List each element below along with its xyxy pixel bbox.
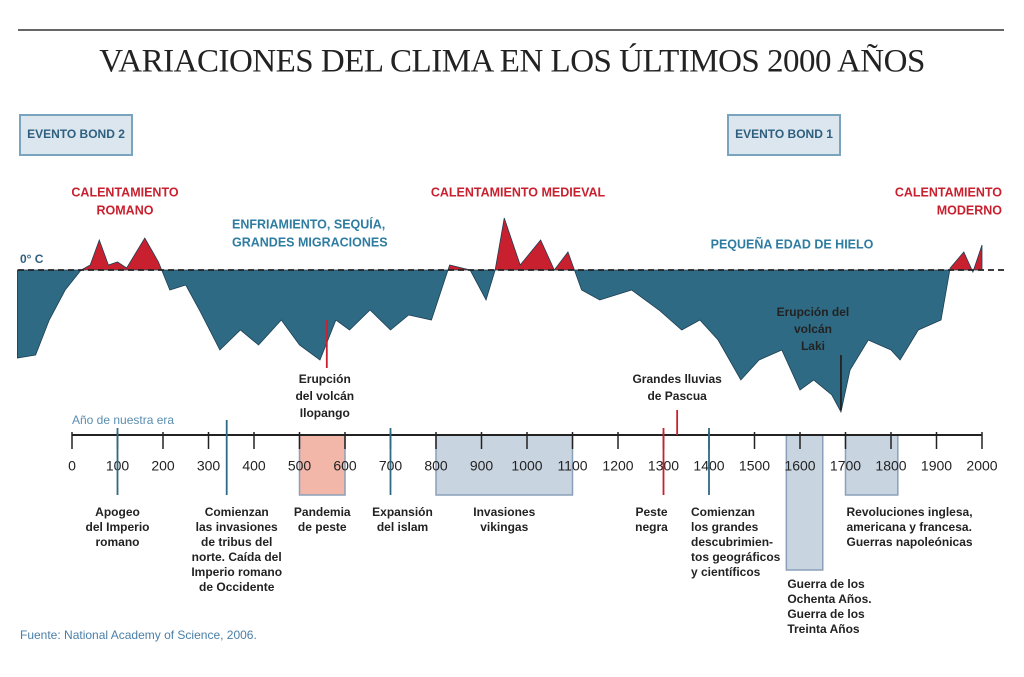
x-tick-label: 1200	[602, 458, 633, 474]
label-line: de peste	[298, 520, 347, 534]
label-line: PEQUEÑA EDAD DE HIELO	[711, 236, 874, 251]
x-tick-label: 1000	[511, 458, 542, 474]
x-tick-label: 1700	[830, 458, 861, 474]
x-tick-label: 400	[242, 458, 266, 474]
label-line: ENFRIAMIENTO, SEQUÍA,	[232, 216, 385, 231]
label-line: norte. Caída del	[192, 550, 282, 564]
period-box	[785, 434, 824, 571]
x-tick-label: 600	[333, 458, 357, 474]
label-line: vikingas	[480, 520, 528, 534]
zero-label: 0° C	[20, 252, 44, 266]
label-line: Peste	[635, 505, 667, 519]
x-tick-label: 300	[197, 458, 221, 474]
label-line: Pandemia	[294, 505, 351, 519]
x-tick-label: 1900	[921, 458, 952, 474]
label-line: CALENTAMIENTO	[71, 185, 178, 199]
label-line: volcán	[794, 322, 832, 336]
label-line: Grandes lluvias	[632, 372, 722, 386]
bond-label: EVENTO BOND 2	[27, 127, 125, 141]
label-line: y científicos	[691, 565, 761, 579]
label-line: Expansión	[372, 505, 433, 519]
label-line: Apogeo	[95, 505, 140, 519]
label-line: del Imperio	[85, 520, 149, 534]
x-tick-label: 500	[288, 458, 312, 474]
chart-title: VARIACIONES DEL CLIMA EN LOS ÚLTIMOS 200…	[99, 42, 925, 80]
label-line: descubrimien-	[691, 535, 773, 549]
label-line: Erupción	[299, 372, 351, 386]
label-line: Comienzan	[691, 505, 755, 519]
label-line: Guerra de los	[787, 607, 865, 621]
label-line: Treinta Años	[787, 622, 860, 636]
x-tick-label: 2000	[966, 458, 997, 474]
label-line: las invasiones	[196, 520, 278, 534]
x-tick-label: 0	[68, 458, 76, 474]
label-line: de Occidente	[199, 580, 275, 594]
x-tick-label: 800	[424, 458, 448, 474]
label-line: MODERNO	[937, 203, 1003, 217]
label-line: Erupción del	[777, 305, 850, 319]
label-line: Revoluciones inglesa,	[847, 505, 973, 519]
bond-label: EVENTO BOND 1	[735, 127, 833, 141]
label-line: del volcán	[295, 389, 354, 403]
label-line: los grandes	[691, 520, 759, 534]
x-axis-label: Año de nuestra era	[72, 413, 174, 427]
label-line: Imperio romano	[191, 565, 282, 579]
label-line: GRANDES MIGRACIONES	[232, 235, 388, 249]
x-tick-label: 1100	[557, 458, 587, 474]
label-line: romano	[95, 535, 139, 549]
label-line: del islam	[377, 520, 428, 534]
label-line: Guerra de los	[787, 577, 865, 591]
x-tick-label: 1500	[739, 458, 770, 474]
period-box	[435, 434, 574, 496]
temperature-area	[17, 217, 983, 414]
bond-box	[727, 114, 841, 156]
label-line: Ilopango	[300, 406, 350, 420]
source: Fuente: National Academy of Science, 200…	[20, 628, 257, 642]
label-line: americana y francesa.	[847, 520, 972, 534]
label-line: Guerras napoleónicas	[847, 535, 973, 549]
label-line: ROMANO	[97, 203, 154, 217]
label-line: de tribus del	[201, 535, 272, 549]
label-line: Comienzan	[205, 505, 269, 519]
x-tick-label: 1600	[784, 458, 815, 474]
label-line: CALENTAMIENTO	[895, 185, 1002, 199]
label-line: Ochenta Años.	[787, 592, 871, 606]
period-box	[844, 434, 899, 496]
bond-box	[19, 114, 133, 156]
label-line: Laki	[801, 339, 825, 353]
label-line: Invasiones	[473, 505, 535, 519]
label-line: CALENTAMIENTO MEDIEVAL	[431, 185, 606, 199]
label-line: de Pascua	[647, 389, 707, 403]
label-line: tos geográficos	[691, 550, 781, 564]
label-line: negra	[635, 520, 668, 534]
x-tick-label: 200	[151, 458, 175, 474]
x-tick-label: 900	[470, 458, 494, 474]
x-tick-label: 1800	[875, 458, 906, 474]
